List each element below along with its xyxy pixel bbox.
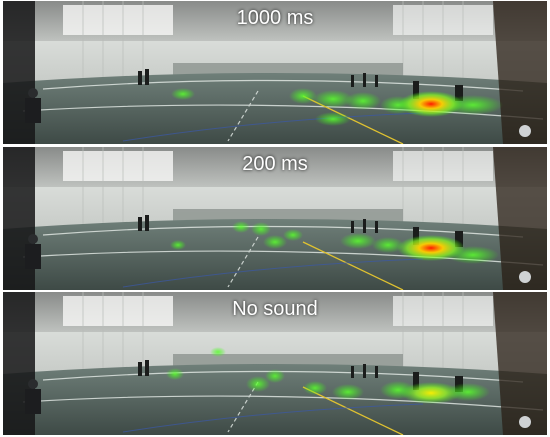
condition-label: 1000 ms bbox=[236, 7, 314, 29]
gaze-heatmap bbox=[171, 88, 503, 126]
condition-label: 200 ms bbox=[242, 153, 308, 175]
panel-1000ms: 1000 ms bbox=[3, 1, 547, 144]
panel-no-sound: No sound bbox=[3, 292, 547, 435]
gym-photo bbox=[3, 1, 547, 144]
panel-200ms: 200 ms bbox=[3, 147, 547, 290]
gaze-heatmap bbox=[170, 221, 499, 264]
condition-label: No sound bbox=[232, 298, 318, 320]
gym-photo bbox=[3, 147, 547, 290]
gaze-heatmap bbox=[166, 347, 490, 404]
gym-photo bbox=[3, 292, 547, 435]
